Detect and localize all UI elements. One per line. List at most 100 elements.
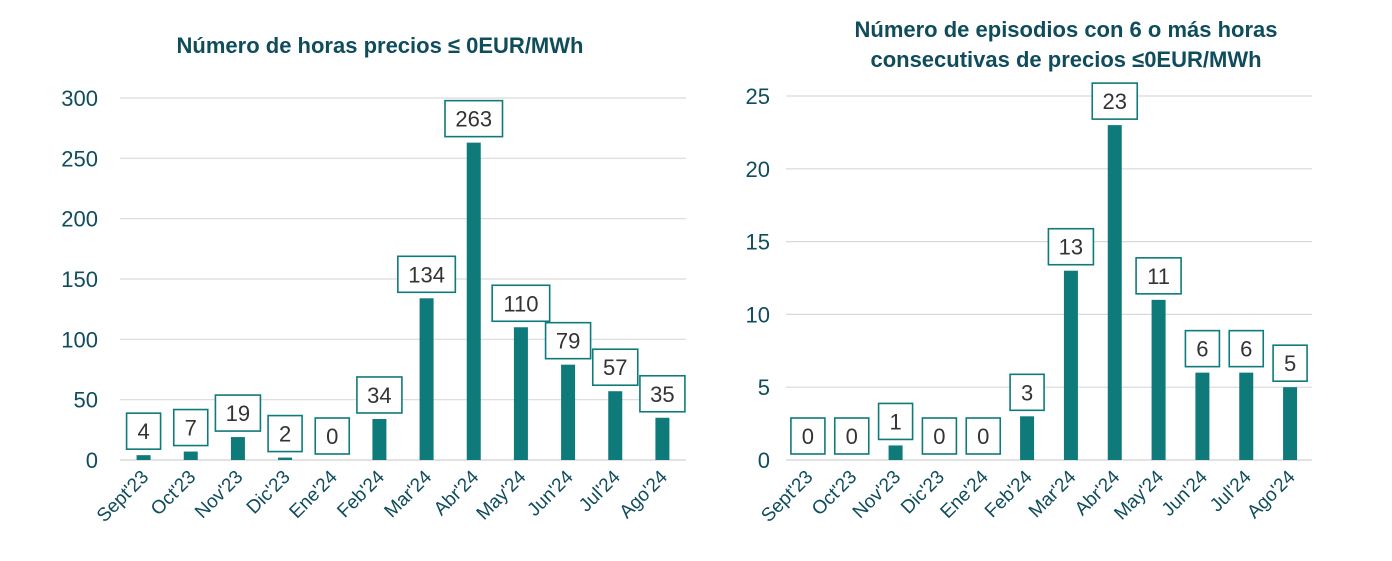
- x-tick-label: Sept'23: [757, 467, 817, 527]
- data-label-box: [314, 417, 351, 455]
- y-tick-label: 15: [746, 230, 770, 255]
- chart-title-line-2: consecutivas de precios ≤0EUR/MWh: [870, 47, 1261, 72]
- bar-Nov'23: [888, 445, 903, 460]
- bar-Mar'24: [419, 298, 434, 460]
- y-tick-label: 20: [746, 157, 770, 182]
- y-tick-label: 100: [61, 327, 98, 352]
- data-label-box: [790, 417, 826, 455]
- chart-title: Número de horas precios ≤ 0EUR/MWh: [177, 33, 584, 58]
- data-label-box: [356, 376, 403, 414]
- data-label-box: [444, 99, 504, 138]
- data-label: 57: [603, 355, 627, 380]
- x-tick-label: Jun'24: [1158, 466, 1212, 520]
- data-label-box: [491, 284, 551, 323]
- data-label-box: [921, 417, 958, 455]
- bar-Feb'24: [372, 418, 387, 460]
- data-label: 79: [556, 329, 580, 354]
- data-label-box: [1184, 329, 1221, 368]
- data-label: 263: [455, 107, 492, 132]
- y-tick-label: 5: [758, 375, 770, 400]
- data-label: 2: [279, 422, 291, 447]
- chart-title: Número de episodios con 6 o más horas: [855, 17, 1278, 42]
- data-label: 0: [802, 424, 814, 449]
- bar-Jun'24: [1195, 372, 1210, 460]
- data-label-box: [544, 321, 592, 360]
- data-label-box: [965, 417, 1002, 455]
- bar-Mar'24: [1063, 270, 1078, 460]
- data-label-box: [1047, 227, 1095, 266]
- data-label: 134: [408, 262, 445, 287]
- x-tick-label: Oct'23: [147, 467, 200, 520]
- data-label-box: [1228, 329, 1265, 368]
- data-label: 11: [1147, 264, 1170, 289]
- bar-Nov'23: [230, 437, 245, 460]
- x-tick-label: Ago'24: [1243, 466, 1300, 523]
- data-label-box: [1009, 373, 1045, 412]
- data-label-box: [1135, 257, 1182, 295]
- data-label-box: [639, 374, 686, 413]
- data-label: 5: [1284, 351, 1296, 376]
- data-label: 0: [846, 424, 858, 449]
- bar-May'24: [513, 327, 528, 460]
- y-tick-label: 150: [61, 267, 98, 292]
- data-label: 6: [1240, 337, 1252, 362]
- data-label-box: [214, 394, 262, 432]
- data-label: 0: [933, 424, 945, 449]
- bar-Jun'24: [561, 364, 576, 460]
- bar-Jul'24: [608, 391, 623, 460]
- y-tick-label: 300: [61, 86, 98, 111]
- data-label-box: [877, 402, 914, 441]
- bar-Dic'23: [278, 457, 293, 460]
- x-tick-label: Nov'23: [849, 467, 905, 523]
- x-tick-label: Ene'24: [937, 466, 994, 523]
- data-label: 23: [1103, 89, 1127, 114]
- data-label: 3: [1021, 380, 1033, 405]
- data-label: 1: [889, 409, 901, 434]
- x-tick-label: Mar'24: [1025, 466, 1081, 522]
- y-tick-label: 0: [86, 448, 98, 473]
- x-tick-label: May'24: [473, 466, 531, 524]
- x-tick-label: Feb'24: [333, 466, 389, 522]
- bar-Ago'24: [1283, 387, 1298, 460]
- x-tick-label: Mar'24: [381, 466, 437, 522]
- data-label: 35: [650, 382, 674, 407]
- data-label: 0: [326, 424, 338, 449]
- data-label-box: [591, 348, 639, 387]
- chart-episodes-consecutive: Número de episodios con 6 o más horas con…: [696, 0, 1392, 561]
- data-label: 4: [137, 419, 149, 444]
- data-label-box: [125, 412, 162, 450]
- y-tick-label: 10: [746, 302, 770, 327]
- bar-Abr'24: [466, 142, 481, 460]
- data-label: 19: [226, 401, 250, 426]
- x-tick-label: Jun'24: [524, 466, 578, 520]
- x-tick-label: Ago'24: [616, 466, 673, 523]
- x-tick-label: Ene'24: [286, 466, 343, 523]
- data-label: 13: [1059, 235, 1083, 260]
- data-label-box: [172, 408, 209, 447]
- data-label: 0: [977, 424, 989, 449]
- data-label-box: [397, 255, 457, 294]
- data-label: 110: [503, 291, 538, 316]
- data-label: 34: [367, 383, 391, 408]
- x-tick-label: Nov'23: [191, 467, 247, 523]
- bar-Jul'24: [1239, 372, 1254, 460]
- data-label-box: [1091, 82, 1139, 120]
- x-tick-label: May'24: [1110, 466, 1168, 524]
- bar-Ago'24: [655, 417, 670, 460]
- y-tick-label: 25: [746, 84, 770, 109]
- data-label-box: [267, 414, 303, 453]
- x-tick-label: Feb'24: [981, 466, 1037, 522]
- data-label-box: [833, 417, 870, 455]
- data-label: 6: [1196, 337, 1208, 362]
- y-tick-label: 50: [74, 388, 98, 413]
- bar-May'24: [1151, 299, 1166, 460]
- chart-hours-negative-prices: Número de horas precios ≤ 0EUR/MWh 0 50 100…: [61, 33, 686, 527]
- bar-Abr'24: [1107, 125, 1122, 461]
- y-tick-label: 200: [61, 207, 98, 232]
- y-tick-label: 0: [758, 448, 770, 473]
- x-tick-label: Sept'23: [93, 467, 153, 527]
- chart-hours-svg: Número de horas precios ≤ 0EUR/MWh 0 50 100…: [61, 33, 686, 527]
- chart-episodes-svg: Número de episodios con 6 o más horas con…: [746, 17, 1312, 527]
- y-tick-label: 250: [61, 146, 98, 171]
- bar-Feb'24: [1020, 416, 1035, 460]
